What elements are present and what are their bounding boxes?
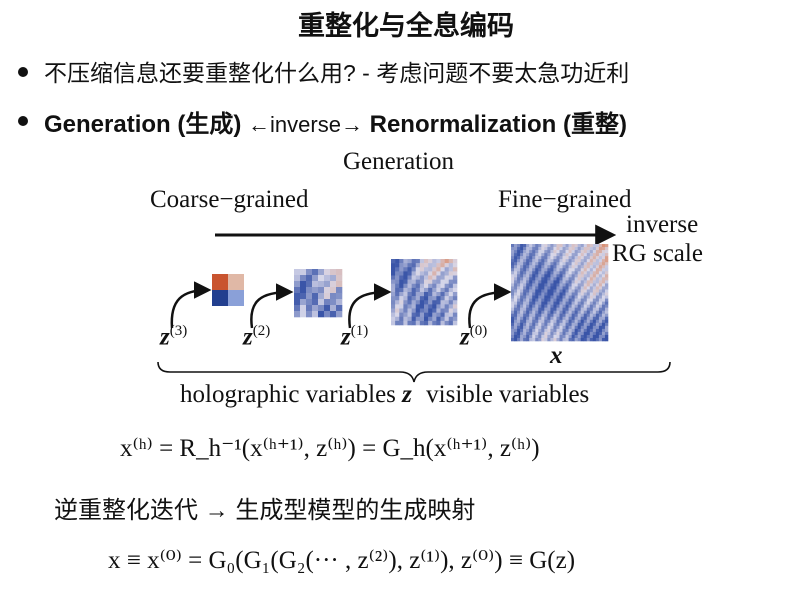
- lattice-8x8: [294, 269, 343, 318]
- bullet-marker-1: [18, 67, 28, 77]
- lattice-2x2: [212, 274, 244, 306]
- renormalization-term: Renormalization (重整): [369, 111, 627, 138]
- inverse-renormalization-line: 逆重整化迭代 → 生成型模型的生成映射: [54, 497, 476, 524]
- holographic-label: holographic variables z visible variable…: [180, 381, 590, 408]
- inverse-word: inverse: [270, 112, 341, 137]
- z1-label: z(1): [341, 323, 369, 351]
- left-arrow: ←: [248, 112, 271, 137]
- z2-label: z(2): [243, 323, 271, 351]
- x-label: x: [550, 342, 563, 369]
- inverse-label: inverse: [626, 211, 699, 238]
- bullet-2: Generation (生成) ←inverse→ Renormalizatio…: [44, 104, 627, 139]
- bullet-marker-2: [18, 116, 28, 126]
- generation-term: Generation (生成): [44, 111, 242, 138]
- lattice-32x32: [511, 244, 609, 342]
- z1-arrow: [348, 283, 392, 329]
- z0-label: z(0): [460, 323, 488, 351]
- equation-2: x ≡ x⁽⁰⁾ = G₀(G₁(G₂(··· , z⁽²⁾), z⁽¹⁾), …: [108, 547, 576, 574]
- z3-label: z(3): [160, 323, 188, 351]
- right-arrow: →: [340, 112, 363, 137]
- z0-arrow: [468, 283, 512, 329]
- lattice-16x16: [391, 259, 458, 326]
- equation-1: x⁽ʰ⁾ = R_h⁻¹(x⁽ʰ⁺¹⁾, z⁽ʰ⁾) = G_h(x⁽ʰ⁺¹⁾,…: [120, 435, 540, 462]
- fine-grained-label: Fine−grained: [498, 186, 632, 213]
- brace: [157, 361, 671, 383]
- rg-scale-label: RG scale: [612, 240, 703, 267]
- z3-arrow: [170, 281, 212, 329]
- slide-title: 重整化与全息编码: [298, 11, 514, 41]
- coarse-grained-label: Coarse−grained: [150, 186, 309, 213]
- bullet-1-text: 不压缩信息还要重整化什么用? - 考虑问题不要太急功近利: [44, 60, 630, 86]
- z2-arrow: [250, 283, 294, 329]
- generation-label: Generation: [343, 148, 455, 175]
